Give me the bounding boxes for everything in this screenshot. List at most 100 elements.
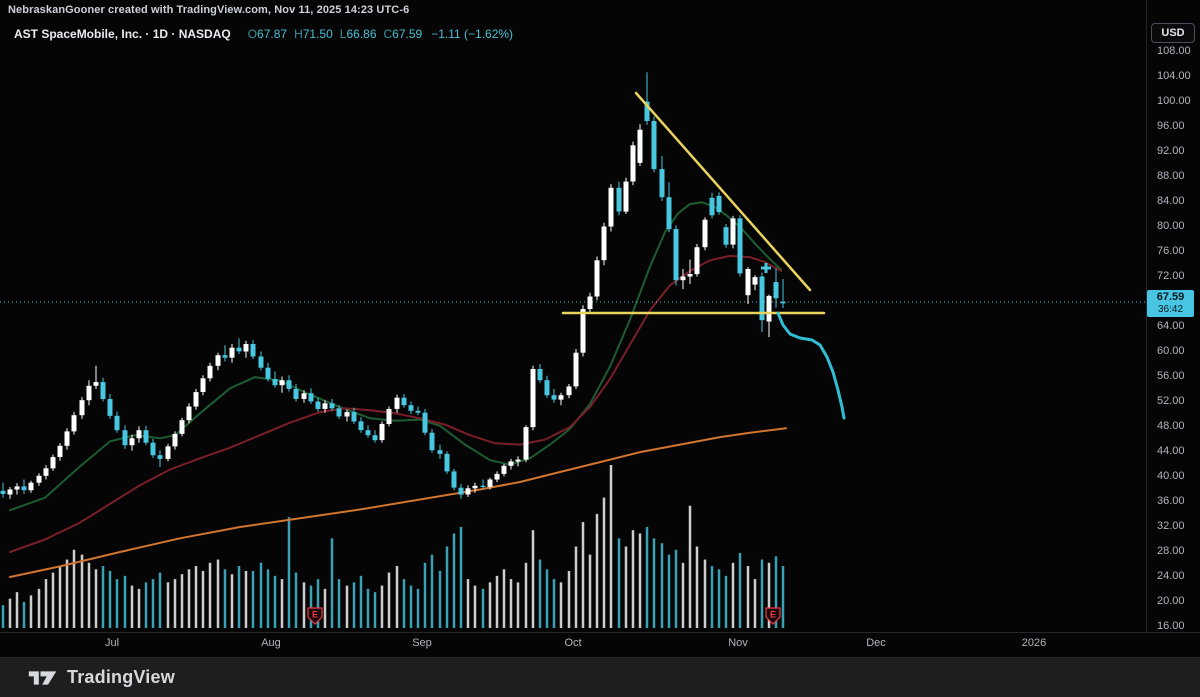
change-value: −1.11 (−1.62%)	[431, 27, 514, 41]
volume-bar	[259, 562, 263, 628]
tradingview-logo-text: TradingView	[67, 667, 175, 687]
volume-bar	[581, 522, 585, 628]
volume-bar	[273, 575, 277, 628]
symbol-legend[interactable]: AST SpaceMobile, Inc. · 1D · NASDAQ O67.8…	[14, 27, 513, 41]
tradingview-logo[interactable]: TradingView	[28, 666, 175, 690]
bottom-toolbar: TradingView	[0, 657, 1200, 697]
volume-bar	[251, 570, 255, 628]
price-tick-label: 76.00	[1157, 245, 1185, 257]
currency-usd-button[interactable]: USD	[1151, 23, 1195, 43]
volume-bar	[173, 579, 177, 628]
time-axis-separator	[0, 632, 1200, 633]
close-value: 67.59	[392, 27, 423, 41]
candle-up	[193, 389, 199, 410]
time-tick-label: Aug	[261, 637, 281, 649]
candle-down	[250, 340, 256, 359]
candle-down	[258, 351, 264, 371]
price-tick-label: 88.00	[1157, 170, 1185, 182]
candle-up	[573, 349, 579, 389]
price-tick-label: 56.00	[1157, 370, 1185, 382]
volume-bar	[316, 579, 320, 628]
volume-bar	[380, 585, 384, 628]
candle-up	[730, 215, 736, 249]
candle-down	[551, 389, 557, 403]
volume-bar	[194, 566, 198, 628]
price-tick-label: 32.00	[1157, 520, 1185, 532]
ma-slow-orange	[9, 427, 787, 578]
volume-bar	[158, 572, 162, 628]
volume-bar	[688, 505, 692, 628]
candle-up	[136, 426, 142, 443]
candle-up	[28, 480, 34, 493]
volume-bar	[717, 569, 721, 628]
descending-trendline	[634, 91, 812, 292]
volume-bar	[516, 582, 520, 628]
price-tick-label: 80.00	[1157, 220, 1185, 232]
candle-down	[773, 268, 779, 308]
candle-up	[472, 482, 478, 493]
price-tick-label: 96.00	[1157, 120, 1185, 132]
earnings-icon[interactable]: E	[765, 607, 781, 625]
earnings-icon[interactable]: E	[307, 607, 323, 625]
volume-bar	[373, 592, 377, 628]
time-tick-label: Oct	[564, 637, 582, 649]
candle-up	[229, 344, 235, 363]
candle-up	[530, 365, 536, 431]
candle-down	[537, 364, 543, 383]
candle-up	[594, 256, 600, 301]
volume-bar	[244, 570, 248, 628]
price-tick-label: 60.00	[1157, 345, 1185, 357]
volume-bar	[574, 546, 578, 628]
candle-down	[122, 425, 128, 449]
low-label: L	[339, 27, 347, 41]
current-price-value: 67.59	[1156, 291, 1185, 303]
volume-bar	[94, 569, 98, 628]
volume-bar	[567, 570, 571, 628]
candle-up	[71, 412, 77, 435]
volume-bar	[488, 582, 492, 628]
candle-up	[186, 403, 192, 424]
volume-bar	[703, 559, 707, 628]
volume-bar	[37, 588, 41, 628]
candle-up	[200, 375, 206, 396]
price-tick-label: 108.00	[1157, 45, 1191, 57]
price-axis[interactable]: USD 108.00 104.00 100.00 96.00 92.00 88.00 84.…	[1146, 0, 1200, 633]
candle-down	[408, 401, 414, 414]
symbol-title[interactable]: AST SpaceMobile, Inc. · 1D · NASDAQ	[14, 27, 231, 41]
volume-bar	[459, 526, 463, 628]
candle-up	[215, 352, 221, 371]
drawings-layer	[561, 91, 846, 420]
volume-bar	[495, 575, 499, 628]
volume-bar	[753, 579, 757, 628]
price-tick-label: 20.00	[1157, 595, 1185, 607]
price-tick-label: 64.00	[1157, 320, 1185, 332]
volume-bar	[617, 538, 621, 628]
volume-bar	[760, 559, 764, 628]
volume-layer	[1, 465, 785, 628]
volume-bar	[345, 585, 349, 628]
bar-countdown: 36:42	[1157, 304, 1184, 315]
candle-up	[680, 269, 686, 289]
candle-up	[623, 177, 629, 214]
time-tick-label: Dec	[866, 637, 886, 649]
candle-down	[372, 430, 378, 443]
volume-bar	[108, 570, 112, 628]
volume-bar	[481, 588, 485, 628]
volume-bar	[545, 569, 549, 628]
volume-bar	[595, 513, 599, 628]
volume-bar	[509, 579, 513, 628]
price-tick-label: 84.00	[1157, 195, 1185, 207]
volume-bar	[423, 562, 427, 628]
volume-bar	[1, 605, 5, 628]
candle-up	[165, 443, 171, 462]
candle-up	[129, 434, 135, 451]
time-axis[interactable]: Jul Aug Sep Oct Nov Dec 2026	[0, 633, 1146, 656]
candle-down	[673, 225, 679, 286]
volume-bar	[645, 526, 649, 628]
volume-bar	[588, 554, 592, 628]
candle-up	[243, 340, 249, 358]
open-value: 67.87	[257, 27, 288, 41]
volume-bar	[609, 465, 613, 628]
